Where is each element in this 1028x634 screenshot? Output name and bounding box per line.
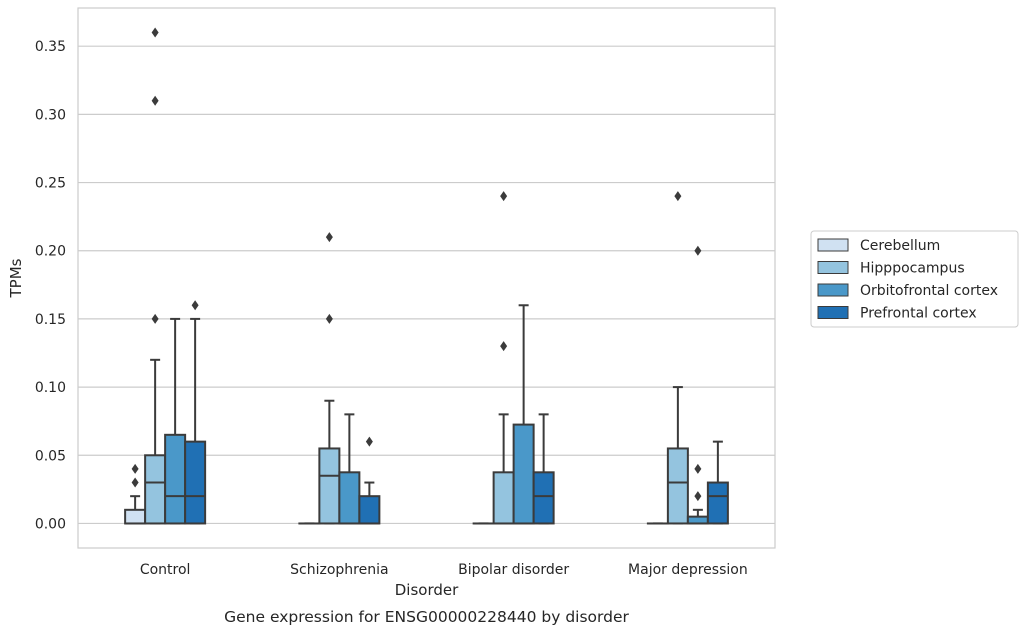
box	[358, 436, 381, 525]
x-tick-label: Bipolar disorder	[458, 562, 569, 578]
y-tick-label: 0.20	[35, 244, 66, 260]
y-axis-label: TPMs	[7, 258, 25, 298]
legend-swatch	[817, 238, 849, 252]
box	[144, 27, 167, 525]
y-tick-label: 0.00	[35, 516, 66, 532]
box-body	[532, 471, 555, 525]
box-body	[706, 481, 729, 525]
y-tick-label: 0.05	[35, 448, 66, 464]
box	[706, 440, 729, 525]
outlier-point	[191, 300, 199, 311]
y-tick-label: 0.35	[35, 39, 66, 55]
box	[532, 413, 555, 525]
box	[184, 300, 207, 525]
outlier-point	[325, 313, 333, 324]
box-body	[318, 447, 341, 525]
legend-label: Prefrontal cortex	[860, 306, 977, 322]
outlier-point	[365, 436, 373, 447]
box-body	[686, 515, 709, 525]
y-tick-label: 0.15	[35, 312, 66, 328]
box-body	[358, 495, 381, 525]
legend-label: Hipppocampus	[860, 261, 965, 277]
box-body	[124, 508, 147, 525]
x-tick-label: Schizophrenia	[290, 562, 388, 578]
box	[318, 232, 341, 525]
box-body	[184, 440, 207, 525]
x-axis-label: Disorder	[395, 581, 459, 599]
box	[666, 191, 689, 525]
x-tick-label: Control	[140, 562, 191, 578]
outlier-point	[151, 313, 159, 324]
outlier-point	[694, 463, 702, 474]
outlier-point	[694, 491, 702, 502]
outlier-point	[500, 341, 508, 352]
chart-caption: Gene expression for ENSG00000228440 by d…	[224, 608, 629, 626]
box-body	[492, 471, 515, 525]
box-body	[666, 447, 689, 525]
legend: Cerebellum Hipppocampus Orbitofrontal cort…	[810, 230, 1019, 328]
outlier-point	[131, 477, 139, 488]
legend-swatch	[817, 261, 849, 274]
series-group	[184, 300, 729, 525]
box	[492, 191, 515, 525]
legend-swatch	[817, 306, 849, 319]
y-axis-ticks: 0.00 0.05 0.10 0.15 0.20 0.25 0.30 0.35	[35, 39, 66, 532]
outlier-point	[674, 191, 682, 202]
box-series	[124, 27, 729, 525]
outlier-point	[325, 232, 333, 243]
legend-label: Orbitofrontal cortex	[860, 283, 998, 299]
outlier-point	[131, 463, 139, 474]
outlier-point	[694, 245, 702, 256]
box-body	[338, 471, 361, 525]
legend-label: Cerebellum	[860, 238, 940, 254]
box	[686, 245, 709, 525]
x-tick-label: Major depression	[628, 562, 748, 578]
x-axis-ticks: Control Schizophrenia Bipolar disorder Majo…	[140, 562, 748, 578]
box	[124, 463, 147, 525]
series-group	[164, 245, 709, 525]
legend-frame	[810, 230, 1019, 328]
box-body	[144, 454, 167, 525]
box-body	[512, 423, 535, 525]
outlier-point	[151, 27, 159, 38]
series-group	[144, 27, 689, 525]
y-tick-label: 0.30	[35, 107, 66, 123]
plot-frame	[77, 7, 776, 549]
box-body	[164, 433, 187, 525]
y-tick-label: 0.25	[35, 176, 66, 192]
legend-swatch	[817, 283, 849, 297]
box	[512, 304, 535, 525]
outlier-point	[151, 95, 159, 106]
y-tick-label: 0.10	[35, 380, 66, 396]
outlier-point	[500, 191, 508, 202]
